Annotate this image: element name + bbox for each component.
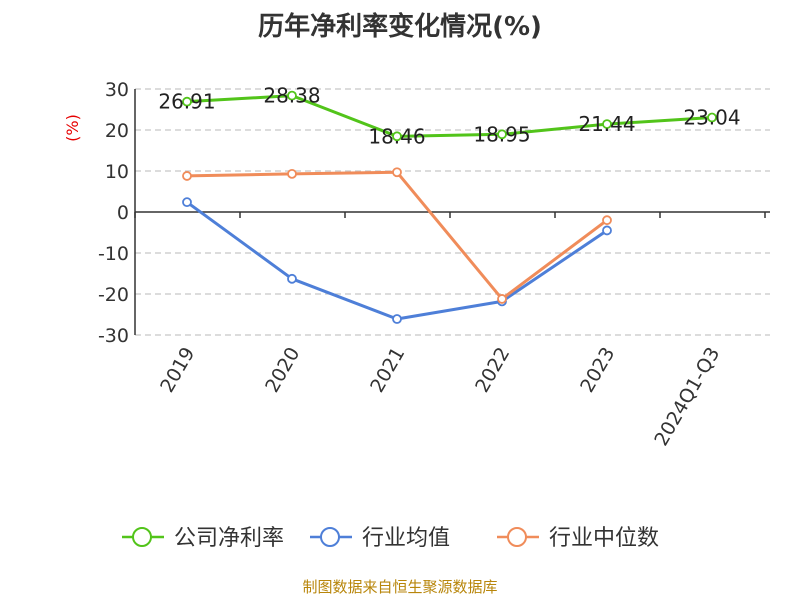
series-line <box>186 200 608 321</box>
legend-label: 行业中位数 <box>549 526 659 551</box>
y-tick-label: 0 <box>117 202 129 224</box>
data-point <box>707 112 717 123</box>
data-point <box>392 167 402 178</box>
data-label: 18.46 <box>368 124 425 148</box>
y-tick-label: -30 <box>98 325 129 347</box>
series-line <box>186 170 608 301</box>
grid-lines <box>135 88 770 336</box>
legend: 公司净利率 行业均值 行业中位数 <box>122 526 659 551</box>
data-label: 23.04 <box>683 106 740 130</box>
data-labels: 26.91 28.38 18.46 18.95 21.44 23.04 <box>158 84 740 149</box>
x-tick-label: 2020 <box>261 344 304 397</box>
x-tick-label: 2023 <box>576 344 619 397</box>
data-point <box>287 168 297 179</box>
data-point <box>392 131 402 142</box>
x-tick-label: 2019 <box>156 344 199 397</box>
legend-marker <box>320 527 340 547</box>
data-label: 26.91 <box>158 90 215 114</box>
series-line <box>186 94 713 138</box>
data-label: 28.38 <box>263 84 320 108</box>
y-tick-label: 30 <box>105 79 129 101</box>
data-point <box>602 225 612 236</box>
legend-marker <box>507 527 527 547</box>
data-point <box>182 197 192 208</box>
legend-marker <box>132 527 152 547</box>
y-axis-label: (%) <box>63 114 82 142</box>
x-tick-label: 2021 <box>366 344 409 397</box>
data-point <box>497 294 507 304</box>
x-tick-label: 2022 <box>471 344 514 397</box>
y-tick-label: -10 <box>98 243 129 265</box>
y-tick-label: -20 <box>98 284 129 306</box>
y-tick-label: 20 <box>105 120 129 142</box>
data-point <box>182 171 192 181</box>
legend-label: 行业均值 <box>362 526 450 551</box>
data-label: 18.95 <box>473 122 530 146</box>
data-label: 21.44 <box>578 112 635 136</box>
series-lines <box>182 90 717 324</box>
data-point <box>182 96 192 107</box>
data-point <box>287 273 297 284</box>
data-point <box>602 119 612 129</box>
data-point <box>287 90 297 101</box>
data-point <box>497 129 507 140</box>
data-source-note: 制图数据来自恒生聚源数据库 <box>302 578 498 596</box>
data-point <box>392 314 402 324</box>
y-tick-label: 10 <box>105 161 129 183</box>
x-tick-label: 2024Q1-Q3 <box>650 344 724 450</box>
chart-title: 历年净利率变化情况(%) <box>258 12 542 42</box>
data-point <box>602 215 612 226</box>
legend-label: 公司净利率 <box>174 526 284 551</box>
